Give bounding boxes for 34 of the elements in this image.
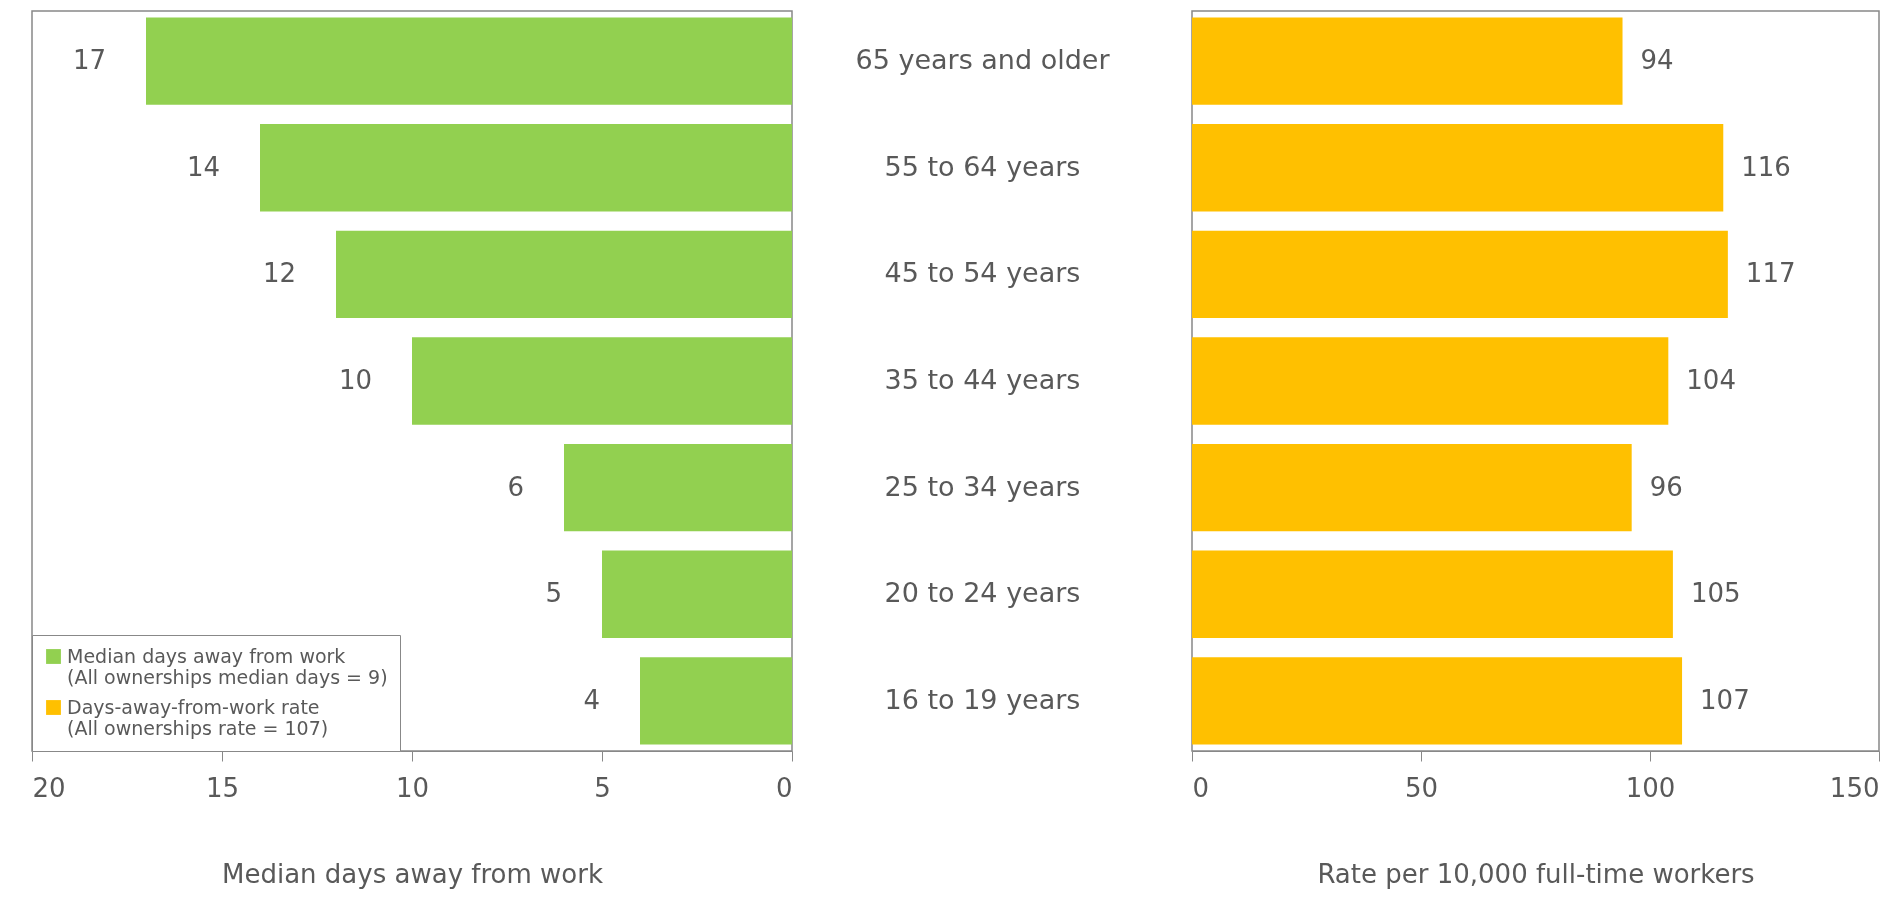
x-tick-label: 150 xyxy=(1829,772,1880,803)
data-label: 107 xyxy=(1700,684,1750,715)
x-tick-label: 20 xyxy=(32,772,66,803)
y-tick-label: 16 to 19 years xyxy=(884,683,1081,715)
x-tick-label: 15 xyxy=(205,772,240,803)
data-label: 6 xyxy=(507,471,524,502)
data-label: 117 xyxy=(1745,258,1796,289)
y-tick-label: 65 years and older xyxy=(855,44,1111,76)
data-label: 104 xyxy=(1686,365,1736,395)
legend-label: Median days away from work (All ownerships median days = 9) xyxy=(67,644,388,688)
x-tick-label: 0 xyxy=(775,772,793,803)
data-label: 17 xyxy=(72,45,106,76)
x-axis-title: Rate per 10,000 full-time workers xyxy=(1317,858,1755,889)
legend-label: Days-away-from-work rate (All ownerships rate = 107) xyxy=(67,695,329,739)
data-label: 14 xyxy=(186,151,220,182)
y-tick-label: 35 to 44 years xyxy=(884,364,1081,395)
data-label: 96 xyxy=(1649,471,1683,502)
data-label: 94 xyxy=(1640,45,1674,76)
y-tick-label: 55 to 64 years xyxy=(884,150,1081,182)
x-tick-label: 50 xyxy=(1404,772,1439,803)
x-axis-title: Median days away from work xyxy=(222,858,603,889)
y-tick-label: 45 to 54 years xyxy=(884,257,1081,289)
data-label: 12 xyxy=(262,258,296,289)
x-tick-label: 5 xyxy=(594,772,611,803)
x-tick-label: 100 xyxy=(1625,772,1676,803)
data-label: 5 xyxy=(545,578,562,609)
data-label: 116 xyxy=(1741,151,1791,182)
data-label: 105 xyxy=(1690,578,1741,609)
data-label: 10 xyxy=(338,365,372,395)
y-tick-label: 20 to 24 years xyxy=(884,577,1081,609)
x-tick-label: 10 xyxy=(395,772,430,803)
y-tick-label: 25 to 34 years xyxy=(884,470,1081,502)
data-label: 4 xyxy=(583,684,600,715)
x-tick-label: 0 xyxy=(1192,772,1210,803)
